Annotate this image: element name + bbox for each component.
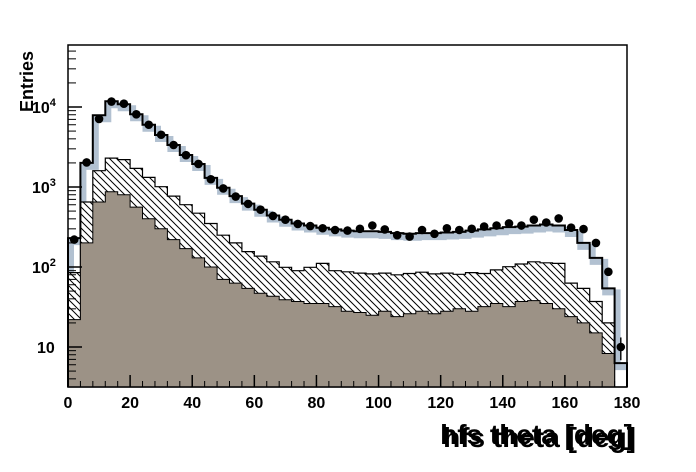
svg-text:103: 103 xyxy=(32,177,56,197)
svg-text:104: 104 xyxy=(32,97,57,117)
x-axis-title-shadow: hfs theta [deg] xyxy=(443,422,636,453)
svg-text:120: 120 xyxy=(427,395,454,412)
svg-text:140: 140 xyxy=(489,395,516,412)
y-axis-ticks xyxy=(68,50,82,380)
plot-frame xyxy=(67,44,628,388)
svg-text:160: 160 xyxy=(552,395,579,412)
x-axis-ticks xyxy=(67,375,628,387)
svg-text:20: 20 xyxy=(121,395,139,412)
x-axis-tick-labels: 0 20 40 60 80 100 120 140 160 180 xyxy=(64,395,641,412)
svg-text:0: 0 xyxy=(64,395,73,412)
svg-text:180: 180 xyxy=(614,395,641,412)
y-axis-title: Entries xyxy=(17,51,37,112)
solid-background-histogram xyxy=(67,191,627,388)
svg-text:60: 60 xyxy=(245,395,263,412)
mc-total-histogram-line xyxy=(67,100,628,387)
svg-text:100: 100 xyxy=(365,395,392,412)
svg-text:40: 40 xyxy=(183,395,201,412)
x-axis-title: hfs theta [deg] xyxy=(440,419,633,450)
svg-text:10: 10 xyxy=(37,340,55,357)
svg-text:80: 80 xyxy=(308,395,326,412)
svg-text:102: 102 xyxy=(32,257,56,277)
y-axis-tick-labels: 10 102 103 104 xyxy=(32,97,57,357)
data-points-with-errors xyxy=(69,97,626,361)
